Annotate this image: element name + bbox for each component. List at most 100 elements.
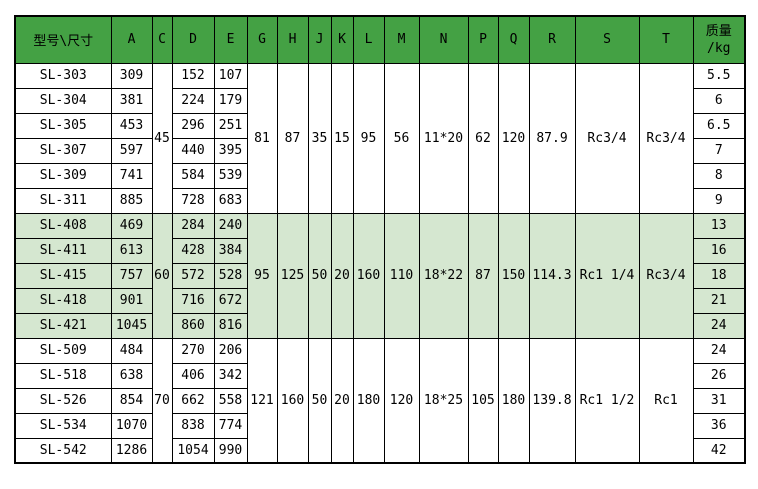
header-cell-G: G — [246, 15, 278, 64]
cell-weight: 6.5 — [692, 112, 746, 139]
cell-K: 15 — [330, 62, 354, 214]
cell-A: 757 — [110, 262, 153, 289]
cell-model: SL-534 — [14, 412, 112, 439]
cell-D: 406 — [171, 362, 215, 389]
cell-weight: 18 — [692, 262, 746, 289]
cell-C: 60 — [151, 212, 173, 339]
cell-D: 662 — [171, 387, 215, 414]
table-row-SL-408: SL-408 469 60 284 240 95 125 50 20 160 110 18*22 87 1… — [14, 212, 746, 339]
weight-label-line2: /kg — [707, 40, 731, 56]
cell-model: SL-518 — [14, 362, 112, 389]
cell-A: 309 — [110, 62, 153, 89]
cell-Q: 180 — [497, 337, 530, 464]
cell-M: 110 — [383, 212, 420, 339]
cell-E: 395 — [213, 137, 248, 164]
header-cell-D: D — [171, 15, 215, 64]
cell-H: 87 — [276, 62, 309, 214]
cell-E: 240 — [213, 212, 248, 239]
cell-D: 428 — [171, 237, 215, 264]
cell-E: 539 — [213, 162, 248, 189]
cell-A: 469 — [110, 212, 153, 239]
cell-K: 20 — [330, 212, 354, 339]
cell-G: 95 — [246, 212, 278, 339]
header-cell-K: K — [330, 15, 354, 64]
cell-weight: 9 — [692, 187, 746, 214]
cell-E: 179 — [213, 87, 248, 114]
cell-E: 683 — [213, 187, 248, 214]
cell-model: SL-415 — [14, 262, 112, 289]
cell-L: 180 — [352, 337, 385, 464]
cell-D: 284 — [171, 212, 215, 239]
cell-A: 1045 — [110, 312, 153, 339]
cell-E: 774 — [213, 412, 248, 439]
table-row-SL-526: SL-526 854 662 558 31 — [14, 387, 746, 414]
cell-A: 597 — [110, 137, 153, 164]
cell-G: 81 — [246, 62, 278, 214]
cell-C: 45 — [151, 62, 173, 214]
cell-model: SL-307 — [14, 137, 112, 164]
cell-M: 120 — [383, 337, 420, 464]
cell-E: 816 — [213, 312, 248, 339]
cell-weight: 31 — [692, 387, 746, 414]
cell-R: 114.3 — [528, 212, 576, 339]
cell-H: 125 — [276, 212, 309, 339]
cell-T: Rc3/4 — [638, 62, 694, 214]
cell-K: 20 — [330, 337, 354, 464]
header-cell-A: A — [110, 15, 153, 64]
header-cell-Q: Q — [497, 15, 530, 64]
cell-model: SL-526 — [14, 387, 112, 414]
cell-A: 885 — [110, 187, 153, 214]
cell-E: 251 — [213, 112, 248, 139]
cell-T: Rc1 — [638, 337, 694, 464]
cell-D: 152 — [171, 62, 215, 89]
table-row-SL-309: SL-309 741 584 539 8 — [14, 162, 746, 189]
cell-D: 728 — [171, 187, 215, 214]
spec-table: 型号\尺寸 A C D E G H J K L M N P Q R S T 质量/kg SL-303 309 45 15… — [14, 15, 746, 464]
cell-G: 121 — [246, 337, 278, 464]
cell-model: SL-542 — [14, 437, 112, 464]
cell-model: SL-309 — [14, 162, 112, 189]
cell-weight: 6 — [692, 87, 746, 114]
cell-L: 160 — [352, 212, 385, 339]
table-row-SL-542: SL-542 1286 1054 990 42 — [14, 437, 746, 464]
header-cell-S: S — [574, 15, 640, 64]
cell-weight: 24 — [692, 337, 746, 364]
header-cell-J: J — [307, 15, 332, 64]
cell-E: 342 — [213, 362, 248, 389]
table-body: SL-303 309 45 152 107 81 87 35 15 95 56 11*20 62 120 8… — [14, 62, 746, 464]
table-row-SL-509: SL-509 484 70 270 206 121 160 50 20 180 120 18*25 10… — [14, 337, 746, 464]
table-row-SL-305: SL-305 453 296 251 6.5 — [14, 112, 746, 139]
cell-P: 87 — [467, 212, 499, 339]
cell-weight: 5.5 — [692, 62, 746, 89]
cell-model: SL-303 — [14, 62, 112, 89]
cell-D: 440 — [171, 137, 215, 164]
table-header: 型号\尺寸 A C D E G H J K L M N P Q R S T 质量/kg — [14, 15, 746, 64]
header-cell-L: L — [352, 15, 385, 64]
cell-E: 558 — [213, 387, 248, 414]
cell-A: 613 — [110, 237, 153, 264]
cell-P: 62 — [467, 62, 499, 214]
cell-N: 11*20 — [418, 62, 469, 214]
header-cell-C: C — [151, 15, 173, 64]
cell-R: 139.8 — [528, 337, 576, 464]
cell-N: 18*22 — [418, 212, 469, 339]
cell-D: 1054 — [171, 437, 215, 464]
cell-model: SL-418 — [14, 287, 112, 314]
cell-M: 56 — [383, 62, 420, 214]
header-cell-H: H — [276, 15, 309, 64]
cell-weight: 21 — [692, 287, 746, 314]
cell-Q: 120 — [497, 62, 530, 214]
cell-D: 572 — [171, 262, 215, 289]
cell-A: 1286 — [110, 437, 153, 464]
cell-model: SL-421 — [14, 312, 112, 339]
cell-E: 528 — [213, 262, 248, 289]
header-row: 型号\尺寸 A C D E G H J K L M N P Q R S T 质量/kg — [14, 15, 746, 64]
cell-model: SL-305 — [14, 112, 112, 139]
cell-A: 638 — [110, 362, 153, 389]
cell-A: 1070 — [110, 412, 153, 439]
cell-D: 270 — [171, 337, 215, 364]
cell-N: 18*25 — [418, 337, 469, 464]
cell-A: 901 — [110, 287, 153, 314]
cell-weight: 42 — [692, 437, 746, 464]
cell-model: SL-311 — [14, 187, 112, 214]
